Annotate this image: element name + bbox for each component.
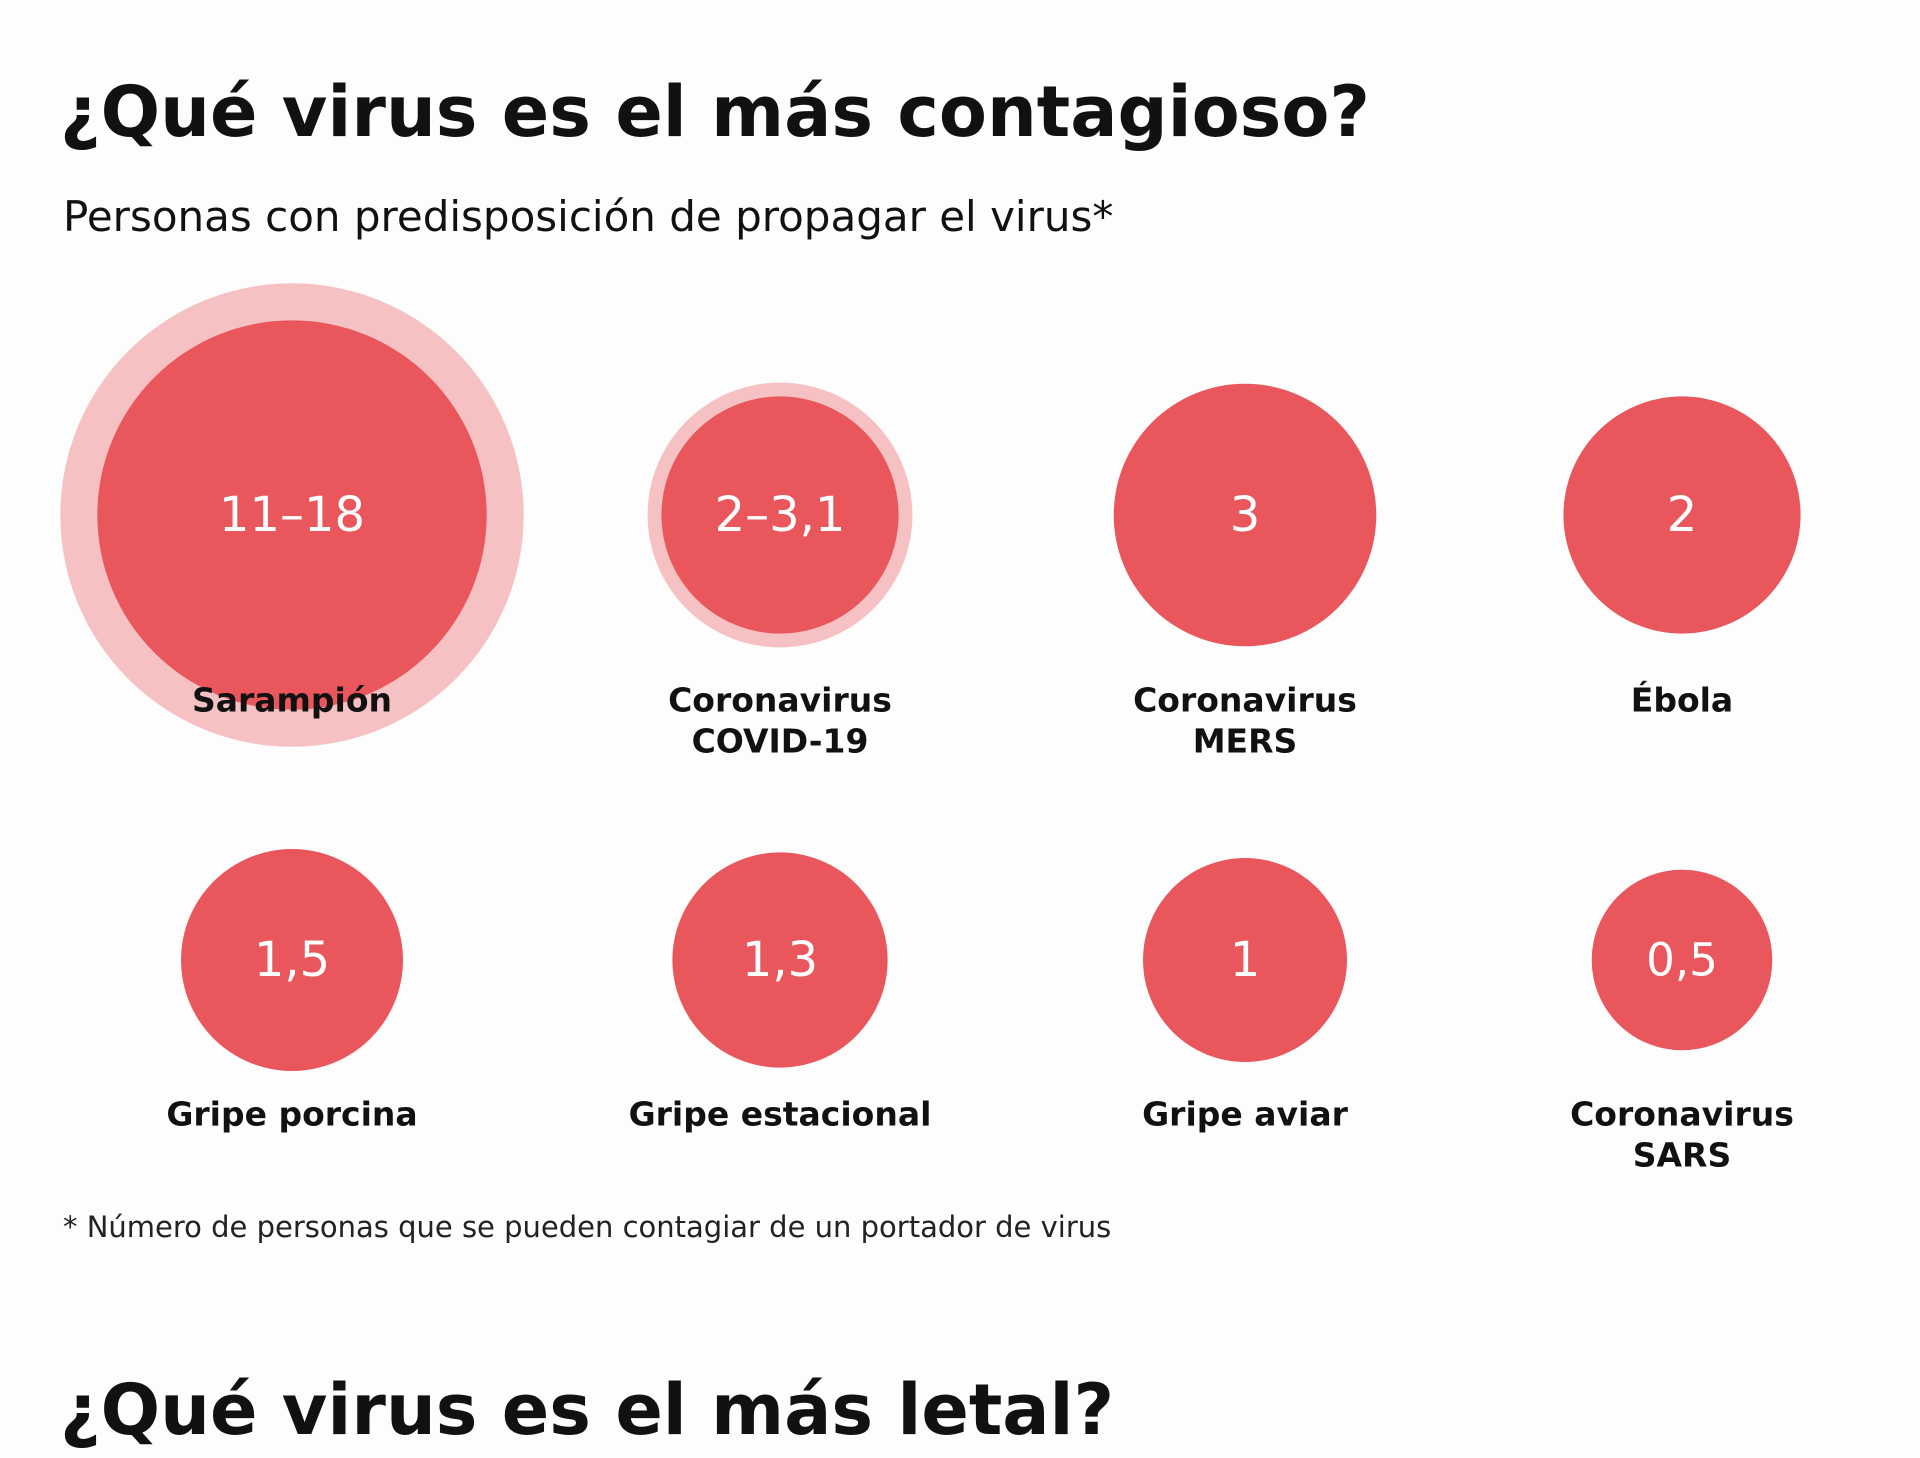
value-label-gripe-aviar: 1 — [1230, 932, 1261, 988]
chart-title: ¿Qué virus es el más contagioso? — [60, 71, 1371, 153]
bubble-ebola: 2 Ébola — [1563, 396, 1801, 720]
value-label-gripe-estacional: 1,3 — [742, 932, 818, 988]
bubble-sarampion: 11–18 Sarampión — [60, 283, 524, 747]
bubble-gripe-porcina: 1,5 Gripe porcina — [166, 849, 418, 1134]
value-label-gripe-porcina: 1,5 — [254, 932, 330, 988]
value-label-coronavirus-mers: 3 — [1230, 487, 1261, 543]
name-label-coronavirus-mers: MERS — [1193, 722, 1298, 761]
bubble-circle-gripe-estacional — [672, 852, 888, 1068]
value-label-sarampion: 11–18 — [219, 487, 365, 543]
name-label-gripe-aviar: Gripe aviar — [1142, 1095, 1349, 1134]
bubble-circle-coronavirus-mers — [1113, 383, 1377, 647]
chart-subtitle: Personas con predisposición de propagar … — [63, 192, 1114, 241]
name-label-gripe-porcina: Gripe porcina — [166, 1095, 417, 1134]
bubble-circle-ebola — [1563, 396, 1801, 634]
name-label-coronavirus-sars: SARS — [1633, 1136, 1731, 1175]
value-label-coronavirus-covid-19: 2–3,1 — [715, 487, 846, 543]
value-label-coronavirus-sars: 0,5 — [1646, 934, 1718, 987]
bubble-circle-sarampion — [97, 320, 487, 710]
name-label-coronavirus-covid-19: COVID-19 — [692, 722, 869, 761]
next-section-title: ¿Qué virus es el más letal? — [60, 1369, 1115, 1451]
value-label-ebola: 2 — [1667, 487, 1698, 543]
bubble-circle-gripe-porcina — [181, 849, 403, 1071]
chart-footnote: * Número de personas que se pueden conta… — [63, 1210, 1112, 1244]
bubble-gripe-aviar: 1 Gripe aviar — [1142, 858, 1349, 1134]
name-label-coronavirus-mers: Coronavirus — [1133, 681, 1357, 720]
bubble-circle-coronavirus-sars — [1591, 869, 1773, 1051]
bubble-circle-coronavirus-covid-19 — [661, 396, 899, 634]
name-label-gripe-estacional: Gripe estacional — [629, 1095, 932, 1134]
name-label-ebola: Ébola — [1631, 680, 1733, 720]
bubble-gripe-estacional: 1,3 Gripe estacional — [629, 852, 932, 1134]
bubble-circle-gripe-aviar — [1143, 858, 1347, 1062]
name-label-coronavirus-sars: Coronavirus — [1570, 1095, 1794, 1134]
name-label-sarampion: Sarampión — [192, 681, 392, 720]
name-label-coronavirus-covid-19: Coronavirus — [668, 681, 892, 720]
